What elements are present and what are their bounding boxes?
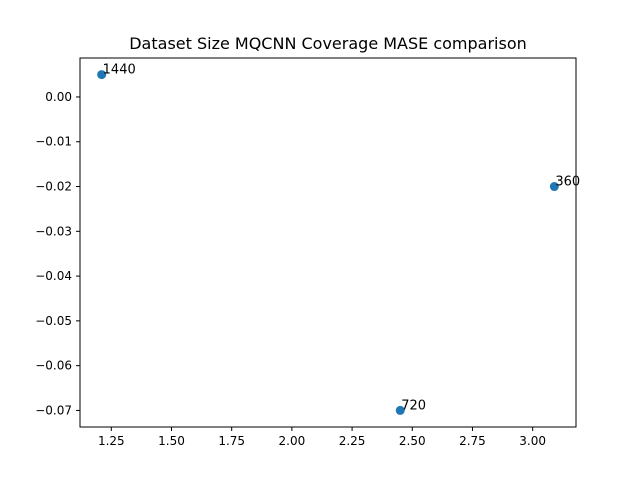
- data-point-label: 1440: [103, 63, 136, 78]
- y-tick-label: −0.03: [35, 224, 72, 238]
- y-tick-label: −0.06: [35, 359, 72, 373]
- y-tick-label: −0.02: [35, 180, 72, 194]
- x-tick-label: 1.25: [98, 434, 125, 448]
- x-tick-label: 2.00: [279, 434, 306, 448]
- chart-title: Dataset Size MQCNN Coverage MASE compari…: [129, 34, 527, 53]
- x-tick-label: 1.50: [158, 434, 185, 448]
- x-tick-label: 2.50: [399, 434, 426, 448]
- x-tick-label: 2.25: [339, 434, 366, 448]
- y-tick-label: 0.00: [45, 90, 72, 104]
- x-tick-label: 1.75: [218, 434, 245, 448]
- data-point: [97, 70, 107, 80]
- x-tick-label: 3.00: [519, 434, 546, 448]
- data-point-label: 360: [555, 175, 580, 190]
- data-point: [549, 182, 559, 192]
- y-tick-label: −0.07: [35, 403, 72, 417]
- data-point: [395, 405, 405, 415]
- data-point-label: 720: [401, 398, 426, 413]
- x-tick-label: 2.75: [459, 434, 486, 448]
- y-tick-label: −0.01: [35, 135, 72, 149]
- plot-area: 1.25 1.50 1.75 2.00 2.25 2.50 2.75 3.00 0.00 −0.0…: [35, 57, 580, 448]
- axes-frame: [79, 57, 577, 428]
- y-tick-label: −0.04: [35, 269, 72, 283]
- y-tick-label: −0.05: [35, 314, 72, 328]
